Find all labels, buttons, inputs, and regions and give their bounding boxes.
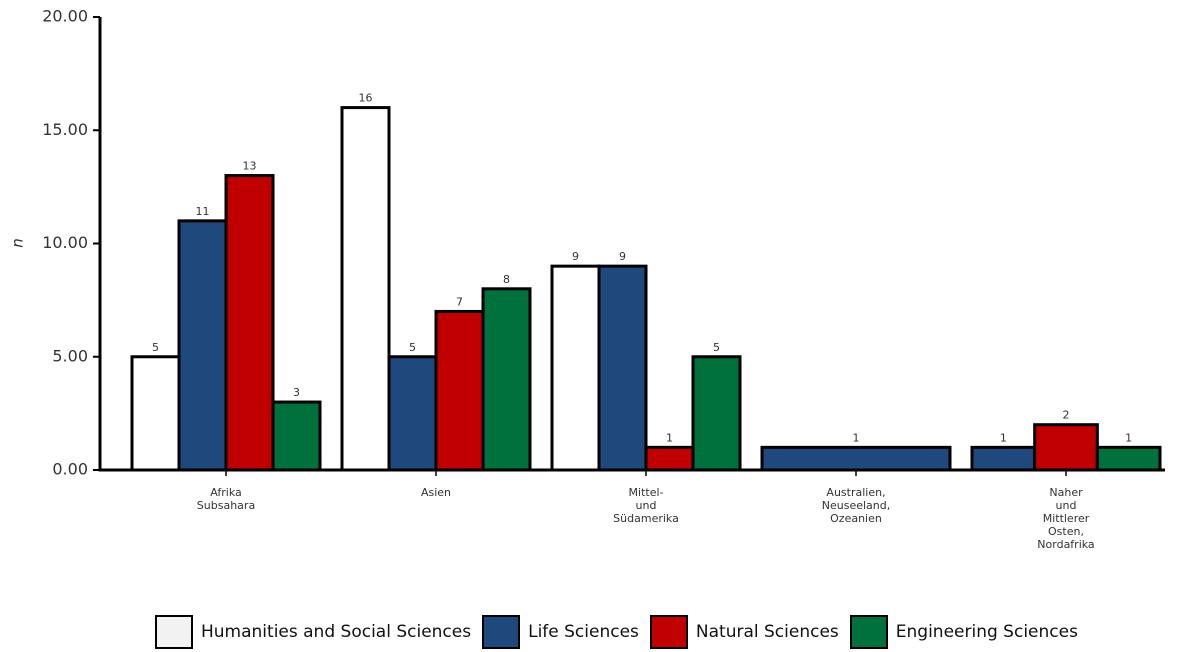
bar [177,219,228,472]
data-label: 9 [619,250,626,263]
data-label: 16 [359,92,373,105]
y-tick-label: 15.00 [42,120,88,139]
legend-label: Humanities and Social Sciences [201,622,472,642]
legend-swatch [849,615,888,649]
data-label: 5 [152,341,159,354]
bar [691,355,742,472]
legend-swatch [649,615,688,649]
data-label: 5 [713,341,720,354]
legend-item: Natural Sciences [649,615,839,649]
legend: Humanities and Social Sciences Life Scien… [155,612,1089,652]
bar [644,445,695,472]
bar [130,355,181,472]
legend-label: Natural Sciences [695,622,839,642]
bar [760,445,952,472]
legend-item: Life Sciences [482,615,639,649]
x-tick-label: Australien, Neuseeland, Ozeanien [821,486,891,525]
bar [1033,423,1099,472]
data-label: 5 [409,341,416,354]
data-label: 8 [503,273,510,286]
bar [1095,445,1162,472]
legend-swatch [155,615,193,649]
data-label: 13 [243,160,257,173]
y-tick-label: 20.00 [42,7,88,26]
x-tick-label: Mittel- und Südamerika [613,486,679,525]
data-label: 9 [572,250,579,263]
y-axis-label: n [9,238,27,248]
data-label: 1 [1125,431,1132,444]
data-label: 2 [1063,409,1070,422]
bar [550,264,601,472]
legend-swatch [482,615,521,649]
data-label: 11 [196,205,210,218]
legend-label: Life Sciences [528,622,639,642]
y-tick-label: 10.00 [42,233,88,252]
bar [224,174,275,472]
y-tick-label: 5.00 [52,346,88,365]
x-tick-label: Afrika Subsahara [196,486,256,512]
bar [970,445,1037,472]
bar [481,287,532,472]
x-tick-label: Asien [420,486,452,499]
data-label: 3 [293,386,300,399]
data-label: 1 [853,431,860,444]
data-label: 1 [1000,431,1007,444]
legend-label: Engineering Sciences [895,622,1078,642]
bar [340,106,391,472]
data-label: 7 [456,295,463,308]
bar [597,264,648,472]
x-tick-label: Naher und Mittlerer Osten, Nordafrika [1037,486,1095,551]
data-label: 1 [666,431,673,444]
bar [387,355,438,472]
y-tick-label: 0.00 [52,460,88,479]
bar [271,400,322,472]
legend-item: Humanities and Social Sciences [155,615,471,649]
bar [434,309,485,472]
legend-item: Engineering Sciences [849,615,1078,649]
